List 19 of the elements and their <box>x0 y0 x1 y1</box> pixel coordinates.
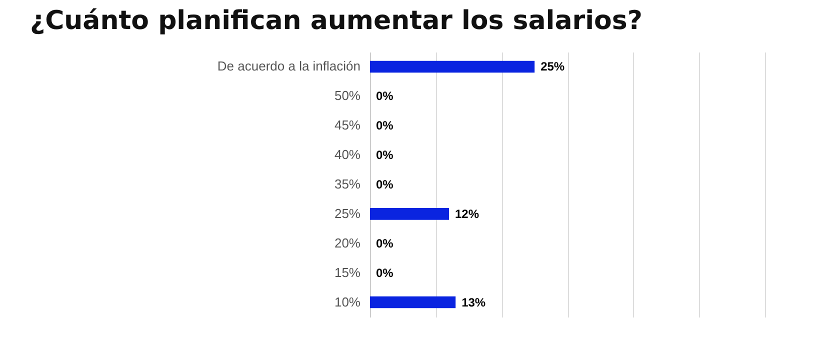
y-tick-label: 20% <box>334 235 361 250</box>
data-label: 0% <box>376 236 394 250</box>
y-tick-label: 15% <box>334 264 361 280</box>
data-label: 25% <box>540 60 565 74</box>
data-label: 0% <box>376 148 394 162</box>
y-tick-label: 10% <box>334 294 361 310</box>
data-label: 0% <box>376 89 394 104</box>
y-tick-label: 40% <box>334 147 361 162</box>
data-label: 0% <box>376 266 394 280</box>
y-tick-label: De acuerdo a la inflación <box>217 58 360 74</box>
y-tick-label: 50% <box>334 88 361 104</box>
y-tick-label: 25% <box>334 206 361 221</box>
data-label: 0% <box>376 118 394 133</box>
y-tick-label: 35% <box>334 176 361 192</box>
data-label: 0% <box>376 178 394 192</box>
data-label: 13% <box>462 295 486 310</box>
data-label: 12% <box>455 206 480 221</box>
chart-title: ¿Cuánto planifican aumentar los salarios? <box>30 6 642 36</box>
y-tick-label: 45% <box>334 118 361 133</box>
